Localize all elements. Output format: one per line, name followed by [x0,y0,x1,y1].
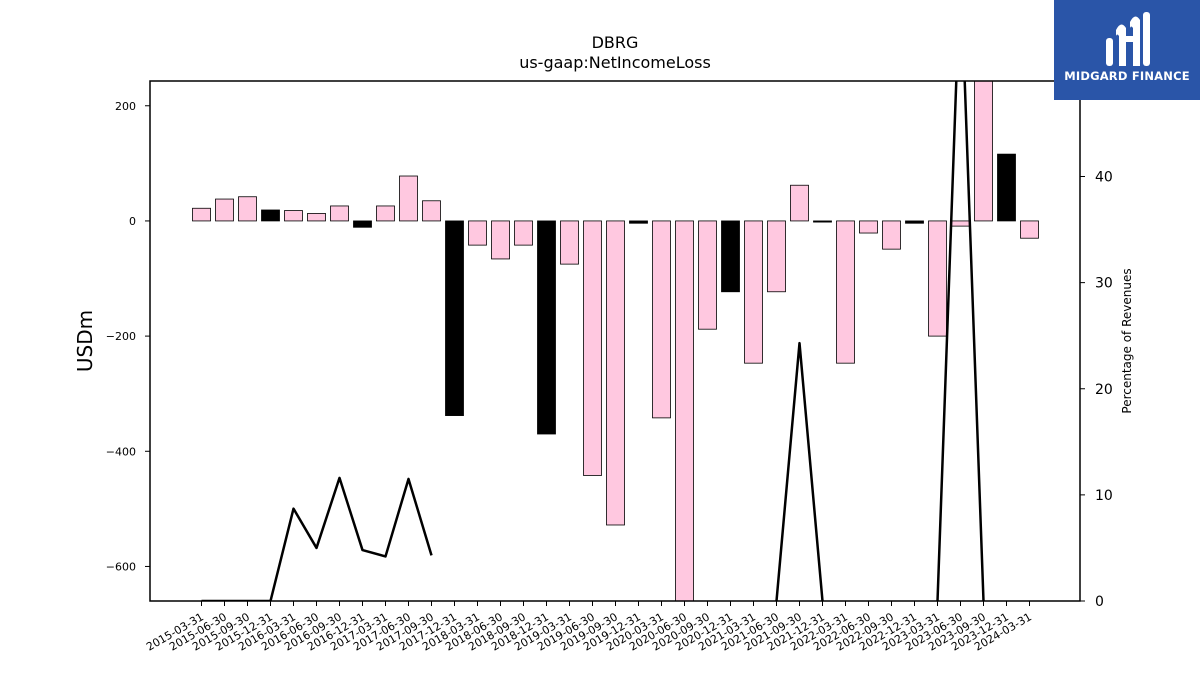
bar-2023-12-31 [997,153,1016,222]
bar-2019-12-31 [629,220,648,224]
bar-2015-12-31 [261,209,280,222]
bar-2022-09-30 [882,220,901,250]
bar-2021-06-30 [767,220,786,293]
bar-2017-03-31 [376,205,395,222]
percentage-line-series [201,81,985,601]
bar-2016-03-31 [284,210,303,222]
bar-2016-06-30 [307,213,326,222]
bar-2022-06-30 [859,220,878,234]
bar-2016-09-30 [330,205,349,222]
bar-2019-03-31 [560,220,579,265]
y2-tick-label: 10 [1095,488,1113,504]
bar-2017-09-30 [422,200,441,222]
y2-tick-label: 40 [1095,170,1113,186]
bar-2023-03-31 [928,220,947,337]
bar-2015-03-31 [192,207,211,222]
bar-2024-03-31 [1020,220,1039,239]
chart-title: DBRG [592,33,639,52]
bar-2021-12-31 [813,220,832,223]
bar-2017-12-31 [445,220,464,416]
y-tick-label: −400 [106,445,136,458]
bar-2017-06-30 [399,175,418,222]
bar-series [192,81,1039,601]
y-tick-label: −600 [106,560,136,573]
left-y-axis: 200 0 −200 −400 −600 [106,100,150,573]
brand-logo: MIDGARD FINANCE [1054,0,1200,100]
bar-2015-06-30 [215,198,234,222]
y-tick-label: −200 [106,330,136,343]
logo-mark-icon [1106,12,1150,67]
bar-2016-12-31 [353,220,372,228]
percentage-line-segment-2 [936,81,985,601]
y-tick-label: 200 [115,100,136,113]
bar-2020-03-31 [652,220,671,419]
y2-axis-label: Percentage of Revenues [1120,268,1134,413]
y-tick-label: 0 [129,215,136,228]
bar-2021-03-31 [744,220,763,364]
bar-2015-09-30 [238,196,257,222]
bar-2023-09-30 [974,81,993,222]
bar-2018-06-30 [491,220,510,260]
y-axis-label: USDm [73,310,97,372]
bar-2022-03-31 [836,220,855,364]
percentage-line-segment-1 [775,341,824,601]
bar-2018-12-31 [537,220,556,435]
bar-2018-03-31 [468,220,487,246]
chart-subtitle: us-gaap:NetIncomeLoss [519,53,711,72]
percentage-line-segment-0 [201,476,433,601]
right-y-axis: 0 10 20 30 40 [1080,170,1113,610]
y2-tick-label: 20 [1095,382,1113,398]
y2-tick-label: 0 [1095,594,1104,610]
bar-2020-09-30 [698,220,717,330]
bar-2021-09-30 [790,184,809,222]
bar-2022-12-31 [905,220,924,224]
x-axis: 2015-03-312015-06-302015-09-302015-12-31… [144,601,1034,654]
bar-2018-09-30 [514,220,533,246]
bar-2020-12-31 [721,220,740,293]
bar-2019-09-30 [606,220,625,526]
bar-2020-06-30 [675,220,694,601]
logo-text: MIDGARD FINANCE [1064,69,1190,83]
bar-2023-06-30 [951,220,970,227]
y2-tick-label: 30 [1095,276,1113,292]
bar-2019-06-30 [583,220,602,476]
